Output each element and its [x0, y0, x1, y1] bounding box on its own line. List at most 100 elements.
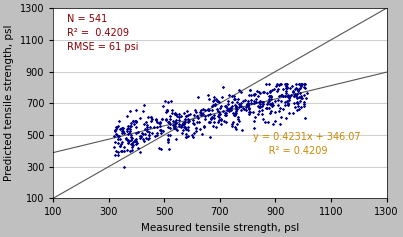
Point [290, 90, 297, 94]
Point [286, 95, 292, 99]
Point [206, 97, 212, 101]
Point [212, 97, 219, 101]
Point [267, 102, 274, 106]
Point [272, 110, 278, 114]
Point [182, 120, 188, 124]
Point [228, 100, 235, 104]
Point [270, 103, 277, 107]
Point [272, 99, 278, 103]
Point [274, 87, 281, 91]
Point [277, 82, 284, 86]
Point [243, 102, 250, 106]
Point [154, 120, 160, 124]
Point [148, 115, 154, 118]
Point [233, 100, 240, 104]
Point [185, 117, 191, 120]
Point [297, 91, 303, 95]
Point [126, 131, 133, 135]
Point [210, 114, 217, 117]
Point [140, 109, 147, 113]
Point [128, 121, 134, 124]
Point [178, 114, 184, 118]
Point [217, 117, 224, 121]
Point [283, 89, 289, 93]
Point [161, 99, 168, 103]
Point [241, 107, 247, 111]
Point [278, 82, 284, 86]
Point [272, 119, 278, 123]
Point [301, 86, 308, 90]
Point [294, 87, 300, 91]
Text: y = 0.4231x + 346.07
     R² = 0.4209: y = 0.4231x + 346.07 R² = 0.4209 [253, 132, 361, 156]
Point [164, 109, 170, 113]
Point [199, 112, 206, 116]
Point [240, 106, 247, 110]
Point [259, 112, 265, 116]
Point [238, 90, 244, 94]
Point [180, 125, 187, 129]
Point [183, 114, 189, 118]
Point [170, 123, 177, 127]
Point [280, 87, 286, 91]
Point [128, 133, 135, 137]
Point [166, 147, 172, 151]
Point [129, 142, 135, 146]
Point [277, 115, 284, 119]
Point [154, 133, 161, 137]
Point [206, 120, 212, 123]
Point [289, 84, 295, 87]
Point [231, 94, 237, 98]
Point [301, 85, 307, 89]
Point [229, 104, 235, 108]
Point [189, 121, 196, 124]
Point [156, 146, 162, 150]
Point [132, 119, 138, 123]
Point [280, 95, 286, 98]
Point [179, 123, 185, 127]
Point [183, 135, 189, 139]
Point [248, 98, 255, 102]
Point [278, 93, 285, 96]
Point [288, 93, 295, 97]
Point [171, 125, 177, 129]
Point [119, 127, 125, 131]
Point [245, 105, 251, 108]
Point [195, 116, 202, 120]
Point [159, 117, 165, 121]
Point [294, 102, 300, 105]
Point [233, 111, 239, 115]
Point [257, 91, 264, 95]
Point [207, 116, 214, 120]
Point [211, 117, 217, 120]
Point [133, 108, 139, 111]
Point [162, 110, 169, 114]
Point [113, 128, 120, 131]
Point [143, 121, 150, 124]
Point [228, 106, 234, 110]
Point [283, 86, 290, 90]
Point [246, 106, 252, 110]
Point [172, 112, 179, 116]
Point [198, 111, 204, 115]
Point [237, 104, 243, 108]
Point [302, 82, 308, 86]
Point [148, 115, 154, 119]
Point [172, 112, 178, 116]
Point [245, 99, 251, 103]
Point [214, 99, 221, 103]
Point [165, 121, 172, 124]
Point [267, 102, 274, 105]
Point [181, 111, 187, 115]
Point [301, 104, 307, 108]
Point [140, 132, 147, 136]
Point [240, 100, 246, 103]
Point [210, 124, 217, 128]
Point [121, 165, 127, 169]
Point [296, 107, 303, 111]
Point [237, 104, 244, 108]
Point [263, 82, 270, 86]
Point [295, 101, 301, 105]
Point [193, 110, 199, 114]
Point [247, 88, 253, 92]
Point [230, 111, 236, 115]
